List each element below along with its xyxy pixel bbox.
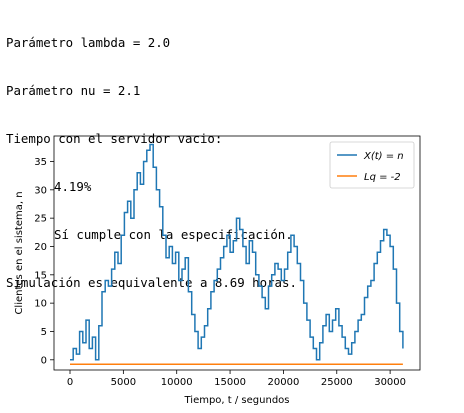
y-tick-label: 5	[41, 327, 47, 338]
y-tick-label: 30	[34, 185, 47, 196]
x-axis-label: Tiempo, t / segundos	[183, 395, 289, 406]
legend-label-series-1: X(t) = n	[363, 151, 404, 162]
x-axis: 0 5000 10000 15000 20000 25000 30000	[67, 370, 406, 388]
console-output: Parámetro lambda = 2.0 Parámetro nu = 2.…	[6, 3, 297, 307]
y-axis: 0 5 10 15 20 25 30 35	[34, 157, 54, 366]
legend: X(t) = n Lq = -2	[329, 141, 415, 189]
x-tick-label: 30000	[374, 377, 406, 388]
console-line: Simulación es equivalente a 8.69 horas.	[6, 275, 297, 290]
y-tick-label: 35	[34, 157, 47, 168]
y-tick-label: 0	[41, 355, 47, 366]
y-tick-label: 10	[34, 299, 47, 310]
y-tick-label: 25	[34, 214, 47, 225]
console-line: Parámetro nu = 2.1	[6, 83, 141, 98]
x-tick-label: 5000	[111, 377, 136, 388]
console-line: 4.19%	[54, 179, 92, 194]
x-tick-label: 0	[67, 377, 73, 388]
x-tick-label: 25000	[321, 377, 353, 388]
x-tick-label: 10000	[161, 377, 193, 388]
x-tick-label: 15000	[214, 377, 246, 388]
x-tick-label: 20000	[268, 377, 300, 388]
y-tick-label: 20	[34, 242, 47, 253]
console-line: Tiempo con el servidor vacio:	[6, 131, 223, 146]
line-chart: 0 5000 10000 15000 20000 25000 30000 0 5 10 15 20 2…	[14, 135, 421, 406]
y-tick-label: 15	[34, 270, 47, 281]
series-line-1	[70, 143, 404, 361]
y-axis-label: Clientes en el sistema, n	[14, 191, 25, 314]
console-line: Parámetro lambda = 2.0	[6, 35, 171, 50]
legend-label-series-2: Lq = -2	[364, 172, 401, 183]
plot-frame	[53, 135, 421, 371]
plot-area	[70, 143, 404, 366]
